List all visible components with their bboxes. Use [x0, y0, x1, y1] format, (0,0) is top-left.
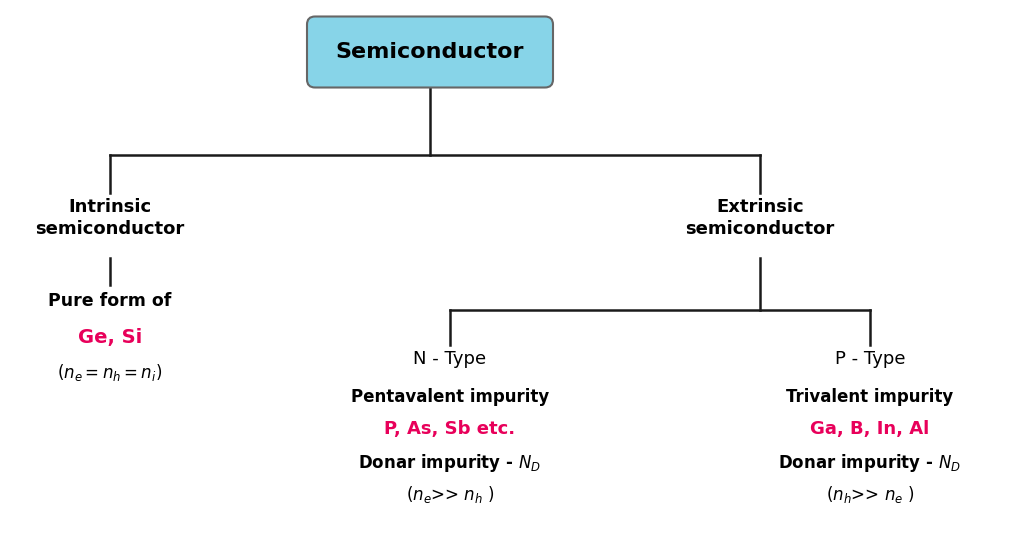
Text: $(n_e$>> $n_h$ ): $(n_e$>> $n_h$ ) — [406, 484, 495, 505]
Text: Ge, Si: Ge, Si — [78, 328, 142, 347]
Text: Semiconductor: Semiconductor — [336, 42, 524, 62]
Text: Donar impurity - $N_D$: Donar impurity - $N_D$ — [358, 452, 542, 474]
Text: N - Type: N - Type — [414, 350, 486, 368]
Text: Ga, B, In, Al: Ga, B, In, Al — [810, 420, 930, 438]
Text: Trivalent impurity: Trivalent impurity — [786, 388, 953, 406]
FancyBboxPatch shape — [307, 16, 553, 87]
Text: Pentavalent impurity: Pentavalent impurity — [351, 388, 549, 406]
Text: Intrinsic
semiconductor: Intrinsic semiconductor — [36, 198, 184, 238]
Text: Extrinsic
semiconductor: Extrinsic semiconductor — [685, 198, 835, 238]
Text: Donar impurity - $N_D$: Donar impurity - $N_D$ — [778, 452, 962, 474]
Text: P, As, Sb etc.: P, As, Sb etc. — [384, 420, 515, 438]
Text: P - Type: P - Type — [835, 350, 905, 368]
Text: Pure form of: Pure form of — [48, 292, 172, 310]
Text: $(n_h$>> $n_e$ ): $(n_h$>> $n_e$ ) — [825, 484, 914, 505]
Text: $(n_e= n_h = n_i)$: $(n_e= n_h = n_i)$ — [57, 362, 163, 383]
